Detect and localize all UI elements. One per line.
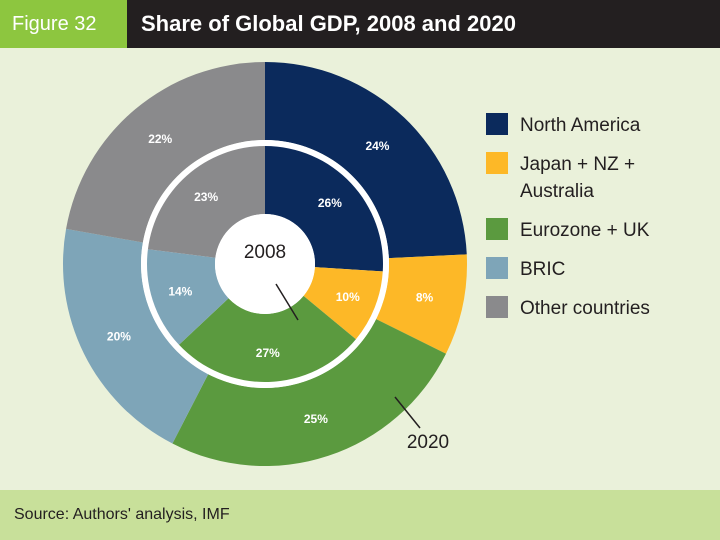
legend-label: Japan + NZ + Australia [520,154,636,202]
outer-label-japan-nz-australia: 8% [416,290,434,304]
inner-slice-other-countries [147,146,265,258]
legend: North America Japan + NZ + Australia Eurozo… [486,112,706,334]
figure-label: Figure 32 [0,0,127,48]
series-label-2020: 2020 [407,432,449,453]
donut-hole [215,214,315,314]
legend-item-other-countries: Other countries [486,295,706,322]
inner-label-bric: 14% [168,285,192,299]
legend-swatch [486,152,508,174]
legend-item-bric: BRIC [486,256,706,283]
legend-label: Other countries [520,298,650,319]
chart-area: 24% 8% 25% 20% 22% 26% 10% 27% 14% 23% 2008 2020 N… [0,48,720,490]
callout-line-2020 [394,396,421,429]
legend-label: Eurozone + UK [520,220,650,241]
legend-label: North America [520,115,641,136]
outer-slice-bric [63,228,209,444]
chart-title: Share of Global GDP, 2008 and 2020 [127,0,720,48]
inner-slice-eurozone-uk [178,295,356,383]
callout-line-2008 [275,283,299,321]
inner-ring-2008 [147,146,383,383]
legend-swatch [486,218,508,240]
outer-slice-north-america [265,62,467,259]
header: Figure 32 Share of Global GDP, 2008 and … [0,0,720,48]
outer-label-other-countries: 22% [148,132,172,146]
outer-label-eurozone-uk: 25% [304,412,328,426]
inner-label-north-america: 26% [318,196,342,210]
ring-labels: 24% 8% 25% 20% 22% 26% 10% 27% 14% 23% [107,132,434,426]
source-footer: Source: Authors' analysis, IMF [0,490,720,540]
outer-slice-eurozone-uk [172,319,446,466]
legend-item-japan-nz-australia: Japan + NZ + Australia [486,151,706,205]
nested-donut-chart: 24% 8% 25% 20% 22% 26% 10% 27% 14% 23% 2008 2020 [63,62,467,466]
inner-slice-north-america [265,146,383,272]
inner-label-eurozone-uk: 27% [256,346,280,360]
legend-swatch [486,257,508,279]
legend-item-north-america: North America [486,112,706,139]
inner-label-japan-nz-australia: 10% [336,290,360,304]
outer-label-north-america: 24% [365,139,389,153]
outer-slice-other-countries [66,62,265,243]
inner-slice-japan-nz-australia [303,267,383,340]
series-label-2008: 2008 [244,242,286,263]
legend-item-eurozone-uk: Eurozone + UK [486,217,706,244]
callouts: 2008 2020 [244,242,449,453]
legend-label: BRIC [520,259,566,280]
outer-label-bric: 20% [107,329,131,343]
inner-slice-bric [147,249,229,345]
outer-slice-japan-nz-australia [376,254,467,354]
inner-label-other-countries: 23% [194,190,218,204]
legend-swatch [486,113,508,135]
legend-swatch [486,296,508,318]
